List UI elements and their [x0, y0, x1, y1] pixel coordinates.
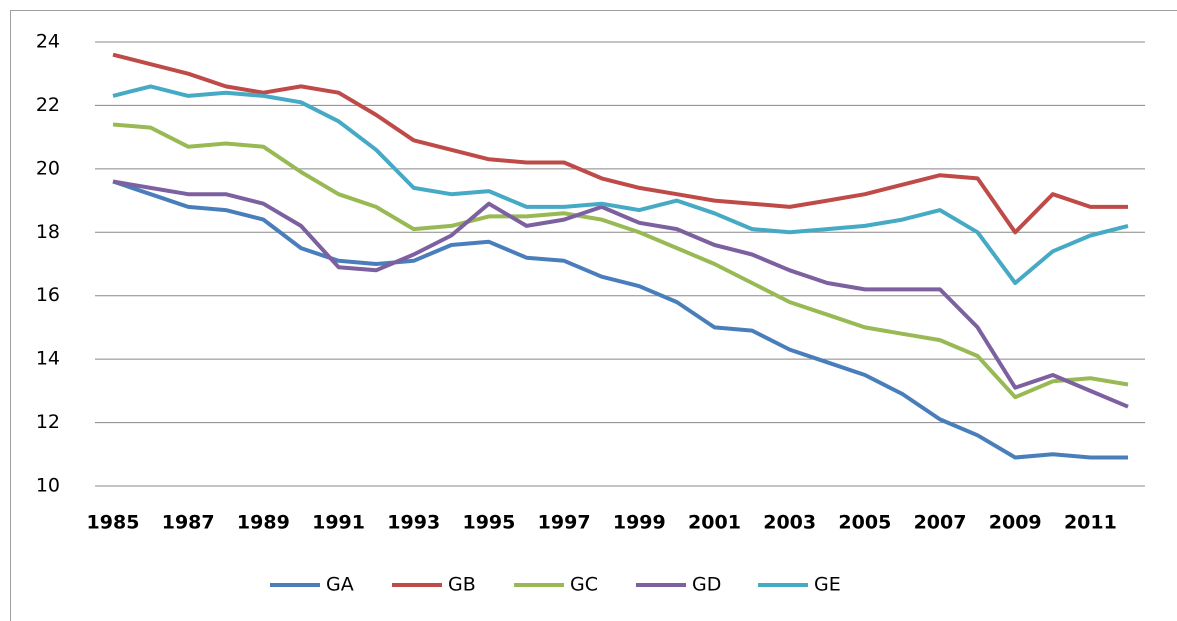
x-tick-label: 1997: [538, 512, 591, 534]
x-tick-label: 1985: [87, 512, 140, 534]
y-tick-label: 14: [36, 348, 60, 370]
series-line: [112, 84, 1129, 285]
x-tick-label: 2011: [1064, 512, 1117, 534]
legend-label: GD: [692, 574, 721, 596]
legend-label: GB: [448, 574, 476, 596]
series-line: [112, 52, 1128, 235]
y-tick-label: 20: [36, 157, 60, 179]
x-tick-label: 2001: [688, 512, 741, 534]
legend-label: GE: [814, 574, 841, 596]
x-tick-label: 1995: [462, 512, 515, 534]
y-tick-label: 24: [36, 31, 60, 53]
y-tick-label: 18: [36, 221, 60, 243]
series-line: [112, 122, 1129, 400]
chart-frame: [10, 10, 1177, 621]
series-line: [112, 179, 1129, 409]
x-tick-label: 2009: [989, 512, 1042, 534]
legend-label: GA: [326, 574, 354, 596]
x-tick-label: 2005: [838, 512, 891, 534]
legend-label: GC: [570, 574, 598, 596]
x-tick-label: 1991: [312, 512, 365, 534]
x-tick-label: 2007: [914, 512, 967, 534]
x-tick-label: 1999: [613, 512, 666, 534]
x-tick-label: 1989: [237, 512, 290, 534]
y-tick-label: 12: [36, 411, 60, 433]
series-line: [112, 179, 1128, 460]
x-tick-label: 1987: [162, 512, 215, 534]
y-tick-label: 10: [36, 475, 60, 497]
x-tick-label: 2003: [763, 512, 816, 534]
y-tick-label: 16: [36, 284, 60, 306]
x-tick-label: 1993: [387, 512, 440, 534]
y-tick-label: 22: [36, 94, 60, 116]
